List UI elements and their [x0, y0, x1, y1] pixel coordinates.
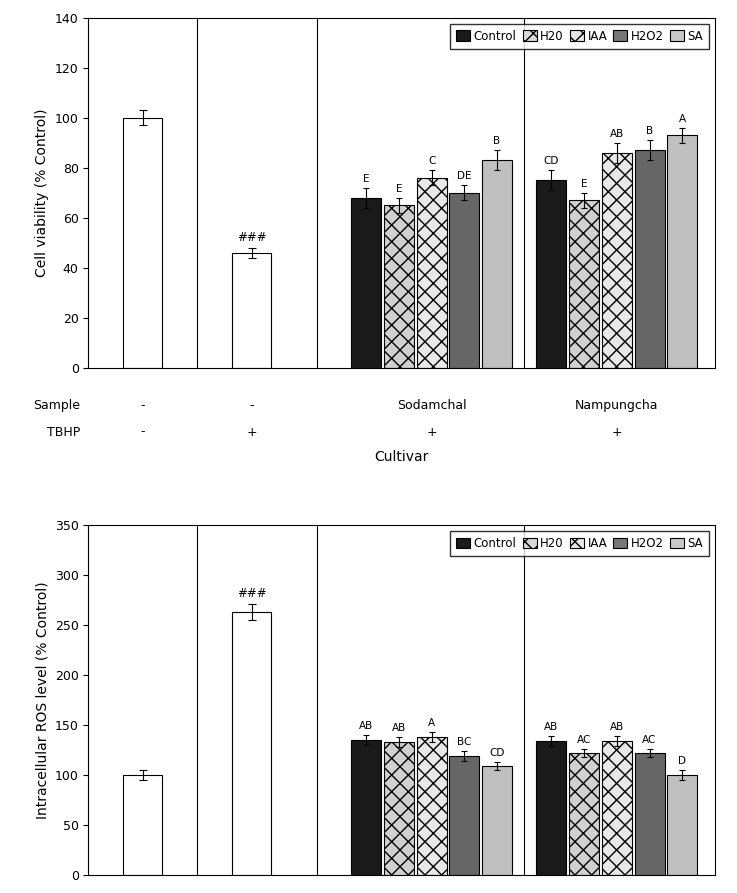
Bar [352, 740, 381, 875]
Bar [450, 756, 479, 875]
Bar [416, 738, 447, 875]
Bar [537, 741, 567, 875]
Text: AB: AB [609, 722, 624, 732]
Bar [635, 753, 665, 875]
Bar [232, 613, 271, 875]
Text: CD: CD [544, 156, 559, 166]
Text: AB: AB [392, 723, 406, 733]
Text: A: A [679, 113, 685, 123]
Text: Sodamchal: Sodamchal [397, 399, 467, 413]
Bar [537, 180, 567, 368]
Text: D: D [678, 756, 686, 766]
Bar [123, 775, 162, 875]
Text: E: E [581, 179, 587, 188]
Text: B: B [494, 136, 500, 146]
Text: TBHP: TBHP [47, 425, 80, 438]
Text: A: A [428, 718, 435, 728]
Text: Cultivar: Cultivar [374, 450, 429, 464]
Bar [667, 136, 697, 368]
Text: AB: AB [609, 129, 624, 138]
Bar [482, 766, 512, 875]
Text: +: + [247, 425, 257, 438]
Text: +: + [426, 425, 437, 438]
Text: BC: BC [457, 737, 472, 747]
Text: ###: ### [237, 587, 267, 600]
Bar [569, 753, 599, 875]
Text: Sample: Sample [33, 399, 80, 413]
Text: DE: DE [457, 171, 472, 181]
Y-axis label: Intracellular ROS level (% Control): Intracellular ROS level (% Control) [35, 581, 49, 819]
Bar [667, 775, 697, 875]
Bar [123, 118, 162, 368]
Text: AB: AB [359, 721, 374, 731]
Bar [352, 198, 381, 368]
Text: -: - [250, 399, 254, 413]
Text: -: - [141, 425, 145, 438]
Text: Nampungcha: Nampungcha [575, 399, 659, 413]
Bar [602, 153, 632, 368]
Text: E: E [363, 173, 369, 184]
Text: CD: CD [489, 748, 505, 758]
Y-axis label: Cell viability (% Control): Cell viability (% Control) [35, 109, 49, 277]
Bar [232, 253, 271, 368]
Text: AC: AC [643, 735, 657, 745]
Bar [482, 161, 512, 368]
Bar [602, 741, 632, 875]
Text: AC: AC [577, 735, 591, 745]
Text: -: - [141, 399, 145, 413]
Bar [635, 150, 665, 368]
Bar [416, 178, 447, 368]
Text: AB: AB [545, 722, 559, 732]
Bar [450, 193, 479, 368]
Bar [384, 205, 414, 368]
Legend: Control, H20, IAA, H2O2, SA: Control, H20, IAA, H2O2, SA [450, 24, 709, 48]
Text: E: E [396, 184, 402, 194]
Text: C: C [428, 156, 436, 166]
Bar [384, 742, 414, 875]
Text: +: + [612, 425, 622, 438]
Bar [569, 200, 599, 368]
Legend: Control, H20, IAA, H2O2, SA: Control, H20, IAA, H2O2, SA [450, 531, 709, 556]
Text: B: B [646, 126, 653, 136]
Text: ###: ### [237, 230, 267, 244]
